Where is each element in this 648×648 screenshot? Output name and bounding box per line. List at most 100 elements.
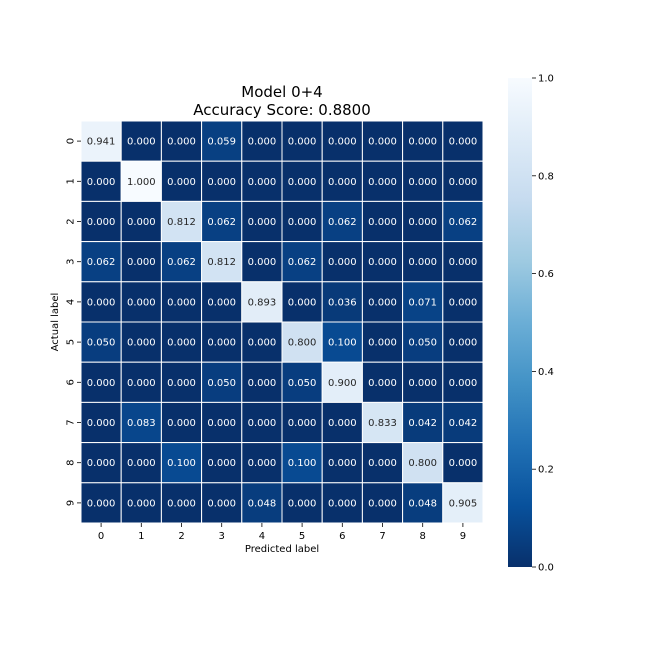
- cell-value-label-r5-c3: 0.000: [207, 338, 236, 349]
- x-tick-label: 8: [420, 531, 426, 542]
- colorbar-tick-label: 0.6: [538, 269, 554, 280]
- chart-title-line-1: Model 0+4: [241, 83, 323, 101]
- cell-value-label-r7-c7: 0.833: [368, 418, 397, 429]
- cell-value-label-r1-c1: 1.000: [127, 177, 156, 188]
- heatmap-cell-r7-c1: [120, 401, 162, 444]
- cell-value-label-r4-c5: 0.000: [288, 297, 317, 308]
- heatmap-cell-r1-c8: [402, 160, 444, 202]
- heatmap-cell-r5-c9: [442, 321, 484, 363]
- heatmap-cell-r6-c0: [80, 361, 122, 403]
- cell-value-label-r3-c8: 0.000: [408, 257, 437, 268]
- heatmap-cell-r6-c5: [281, 361, 323, 403]
- y-tick-label: 0: [66, 138, 77, 144]
- cell-value-label-r0-c3: 0.059: [207, 137, 236, 148]
- x-tick-label: 1: [138, 531, 144, 542]
- cell-value-label-r4-c7: 0.000: [368, 297, 397, 308]
- heatmap-cell-r1-c0: [80, 160, 122, 202]
- cell-value-label-r4-c3: 0.000: [207, 297, 236, 308]
- y-tick-label: 2: [66, 218, 77, 224]
- cell-value-label-r1-c8: 0.000: [408, 177, 437, 188]
- cell-value-label-r1-c6: 0.000: [328, 177, 357, 188]
- x-tick-label: 5: [299, 531, 305, 542]
- cell-value-label-r8-c3: 0.000: [207, 458, 236, 469]
- cell-value-label-r0-c5: 0.000: [288, 137, 317, 148]
- heatmap-cell-r9-c9: [442, 482, 484, 524]
- heatmap-cell-r6-c9: [442, 361, 484, 403]
- cell-value-label-r8-c4: 0.000: [248, 458, 277, 469]
- heatmap-cell-r3-c8: [402, 241, 444, 283]
- heatmap-cell-r2-c3: [201, 200, 243, 243]
- y-tick-label: 8: [66, 460, 77, 466]
- cell-value-label-r9-c2: 0.000: [167, 498, 196, 509]
- colorbar-tick-label: 0.4: [538, 367, 554, 378]
- cell-value-label-r1-c5: 0.000: [288, 177, 317, 188]
- cell-value-label-r5-c4: 0.000: [248, 338, 277, 349]
- colorbar: 0.0 0.2 0.4 0.6 0.8 1.0: [508, 74, 554, 574]
- colorbar-tick-label: 0.8: [538, 171, 554, 182]
- cell-value-label-r8-c8: 0.800: [408, 458, 437, 469]
- colorbar-gradient: [508, 78, 532, 567]
- cell-value-label-r5-c7: 0.000: [368, 338, 397, 349]
- cell-value-label-r2-c7: 0.000: [368, 217, 397, 228]
- cell-value-label-r7-c0: 0.000: [87, 418, 116, 429]
- heatmap-cell-r3-c3: [201, 241, 243, 283]
- heatmap-cell-r0-c0: [80, 120, 122, 162]
- cell-value-label-r0-c8: 0.000: [408, 137, 437, 148]
- cell-value-label-r2-c5: 0.000: [288, 217, 317, 228]
- heatmap-cell-r2-c1: [120, 200, 162, 243]
- cell-value-label-r7-c4: 0.000: [248, 418, 277, 429]
- cell-value-label-r1-c0: 0.000: [87, 177, 116, 188]
- cell-value-label-r1-c3: 0.000: [207, 177, 236, 188]
- heatmap-cell-r9-c3: [201, 482, 243, 524]
- cell-value-label-r2-c1: 0.000: [127, 217, 156, 228]
- heatmap-cell-r6-c1: [120, 361, 162, 403]
- heatmap-cell-r4-c2: [160, 281, 203, 323]
- cell-value-label-r6-c4: 0.000: [248, 378, 277, 389]
- colorbar-tick-label: 0.2: [538, 465, 554, 476]
- y-tick-label: 1: [66, 178, 77, 184]
- cell-value-label-r5-c2: 0.000: [167, 338, 196, 349]
- heatmap-cell-r3-c7: [361, 241, 404, 283]
- cell-value-label-r9-c6: 0.000: [328, 498, 357, 509]
- heatmap-cell-r2-c5: [281, 200, 323, 243]
- cell-value-label-r4-c6: 0.036: [328, 297, 357, 308]
- heatmap-cell-r2-c9: [442, 200, 484, 243]
- x-tick-label: 7: [379, 531, 385, 542]
- cell-value-label-r4-c9: 0.000: [449, 297, 478, 308]
- y-axis-label: Actual label: [50, 293, 61, 352]
- y-axis-ticks: 0 1 2 3 4 5 6 7 8 9: [66, 138, 81, 506]
- heatmap-cell-r8-c4: [241, 442, 283, 484]
- cell-value-label-r0-c2: 0.000: [167, 137, 196, 148]
- cell-value-label-r6-c8: 0.000: [408, 378, 437, 389]
- heatmap-cell-r0-c3: [201, 120, 243, 162]
- heatmap-cell-r9-c4: [241, 482, 283, 524]
- cell-value-label-r6-c2: 0.000: [167, 378, 196, 389]
- x-tick-label: 6: [339, 531, 345, 542]
- x-tick-label: 3: [219, 531, 225, 542]
- cell-value-label-r7-c5: 0.000: [288, 418, 317, 429]
- cell-value-label-r3-c4: 0.000: [248, 257, 277, 268]
- cell-value-label-r6-c5: 0.050: [288, 378, 317, 389]
- heatmap-cell-r5-c8: [402, 321, 444, 363]
- cell-value-label-r2-c4: 0.000: [248, 217, 277, 228]
- cell-value-label-r4-c2: 0.000: [167, 297, 196, 308]
- heatmap-cell-r3-c6: [321, 241, 363, 283]
- heatmap-cell-r3-c9: [442, 241, 484, 283]
- cell-value-label-r1-c7: 0.000: [368, 177, 397, 188]
- cell-value-label-r5-c5: 0.800: [288, 338, 317, 349]
- cell-value-label-r6-c9: 0.000: [449, 378, 478, 389]
- cell-value-label-r2-c2: 0.812: [167, 217, 196, 228]
- heatmap-cell-r4-c9: [442, 281, 484, 323]
- cell-value-label-r3-c5: 0.062: [288, 257, 317, 268]
- cell-value-label-r4-c8: 0.071: [408, 297, 437, 308]
- heatmap-cell-r0-c8: [402, 120, 444, 162]
- cell-value-label-r7-c8: 0.042: [408, 418, 437, 429]
- cell-value-label-r9-c0: 0.000: [87, 498, 116, 509]
- heatmap-cell-r6-c7: [361, 361, 404, 403]
- cell-value-label-r8-c2: 0.100: [167, 458, 196, 469]
- heatmap-cell-r8-c2: [160, 442, 203, 484]
- heatmap-cell-r0-c2: [160, 120, 203, 162]
- cell-value-label-r5-c1: 0.000: [127, 338, 156, 349]
- cell-value-label-r0-c6: 0.000: [328, 137, 357, 148]
- cell-value-label-r8-c9: 0.000: [449, 458, 478, 469]
